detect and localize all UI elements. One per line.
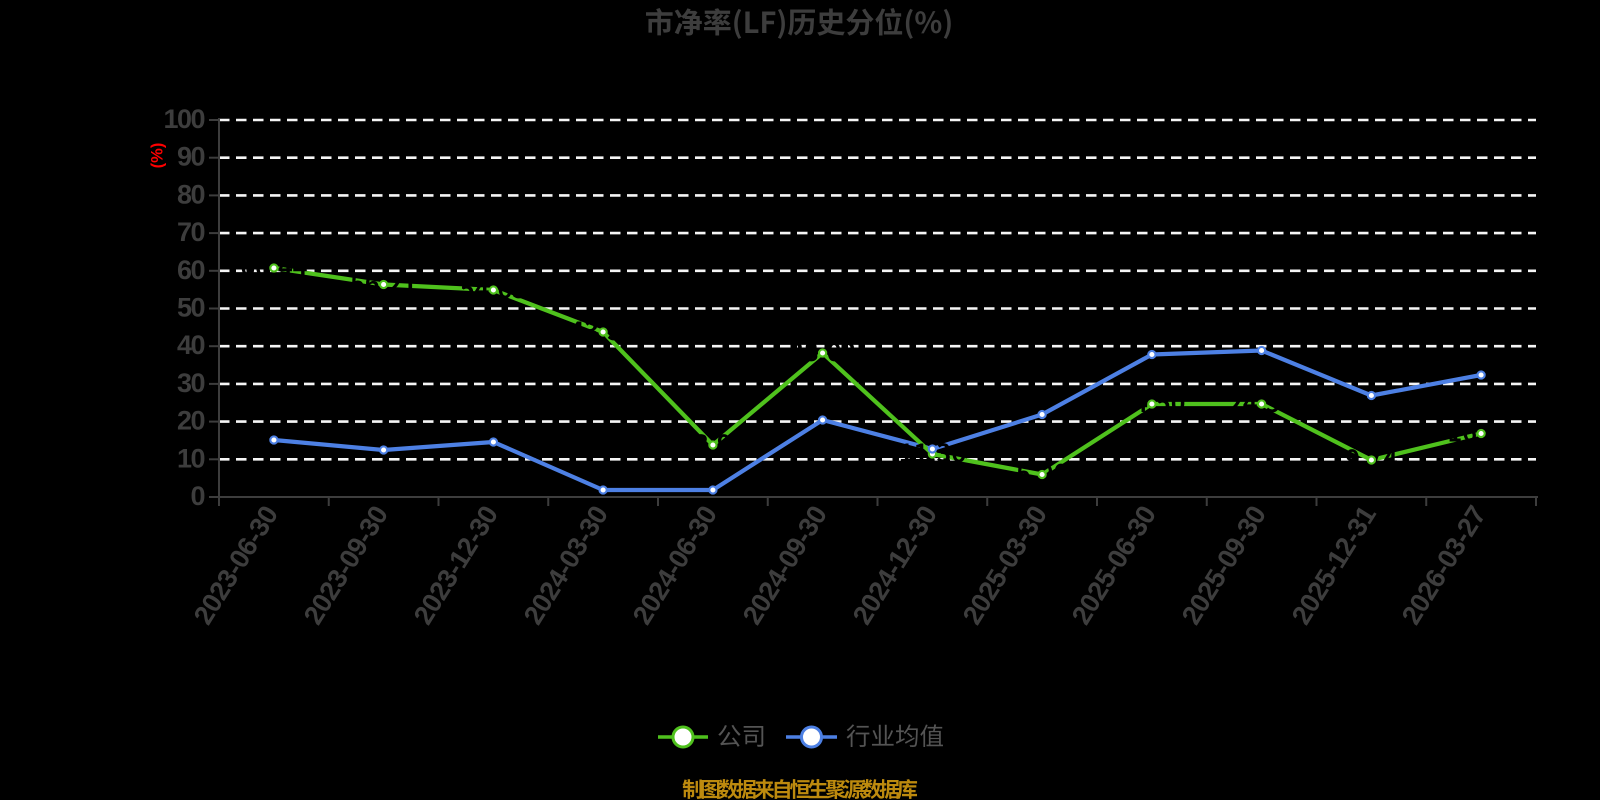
svg-text:50: 50 [177, 293, 205, 323]
svg-text:30: 30 [177, 368, 205, 398]
svg-text:80: 80 [177, 179, 205, 209]
svg-text:20: 20 [177, 406, 205, 436]
svg-text:90: 90 [177, 142, 205, 172]
svg-text:70: 70 [177, 217, 205, 247]
svg-text:0: 0 [190, 481, 204, 511]
svg-text:(%): (%) [149, 143, 167, 169]
svg-text:40: 40 [177, 330, 205, 360]
svg-text:100: 100 [163, 104, 204, 134]
svg-text:60: 60 [177, 255, 205, 285]
svg-text:10: 10 [177, 443, 205, 473]
